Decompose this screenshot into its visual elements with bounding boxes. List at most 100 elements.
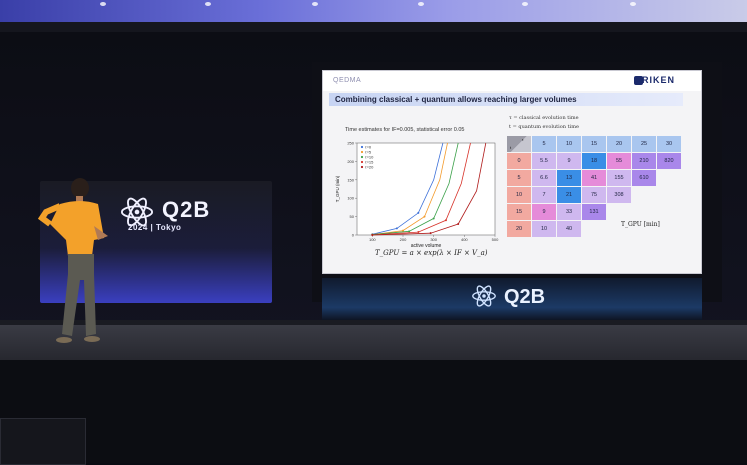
legend-label: τ=20 (365, 165, 374, 170)
data-point (371, 234, 374, 236)
y-axis-label: T_GPU (min) (335, 175, 340, 202)
legend-marker (360, 160, 364, 164)
riken-logo-icon (634, 76, 643, 85)
y-tick-label: 150 (347, 177, 354, 182)
grid-cell: 610 (632, 170, 656, 186)
legend-label: τ=15 (365, 160, 374, 165)
stage-monitor (0, 418, 86, 465)
presentation-slide: QEDMA RIKEN Combining classical + quantu… (322, 70, 702, 274)
grid-cell: 33 (557, 204, 581, 220)
grid-row-header: 10 (507, 187, 531, 203)
grid-cell: 9 (557, 153, 581, 169)
slide-title: Combining classical + quantum allows rea… (335, 95, 577, 104)
ceiling-spotlight (522, 2, 528, 6)
speaker (37, 178, 108, 343)
grid-column-header: 10 (557, 136, 581, 152)
legend-label: τ=5 (365, 150, 372, 155)
ceiling-spotlight (630, 2, 636, 6)
data-point (417, 231, 420, 234)
legend-marker (360, 165, 364, 169)
grid-cell: 5.5 (532, 153, 556, 169)
data-point (444, 219, 447, 222)
ceiling-spotlight (100, 2, 106, 6)
data-point (423, 215, 426, 218)
x-tick-label: 300 (430, 237, 437, 242)
slide-title-bar: Combining classical + quantum allows rea… (329, 93, 683, 106)
grid-cell: 75 (582, 187, 606, 203)
grid-corner-t: t (510, 145, 512, 150)
stage-front (0, 360, 747, 463)
y-tick-label: 50 (350, 214, 355, 219)
y-tick-label: 250 (347, 141, 354, 146)
plot-area (356, 142, 496, 236)
qedma-logo: QEDMA (333, 77, 362, 84)
x-tick-label: 400 (461, 237, 468, 242)
grid-cell: 41 (582, 170, 606, 186)
plot-caption: Time estimates for IF=0.005, statistical… (345, 127, 465, 133)
event-subtitle: 2024 | Tokyo (128, 223, 182, 232)
grid-cell: 55 (607, 153, 631, 169)
grid-cell: 9 (532, 204, 556, 220)
grid-cell: 131 (582, 204, 606, 220)
grid-row-header: 15 (507, 204, 531, 220)
gpu-time-formula: T_GPU = a × exp(λ × IF × V_a) (375, 249, 488, 257)
y-tick-label: 100 (347, 196, 354, 201)
y-tick-label: 200 (347, 159, 354, 164)
ceiling-lighting (0, 0, 747, 22)
data-point (457, 222, 460, 225)
grid-row-header: 0 (507, 153, 531, 169)
grid-cell: 40 (557, 221, 581, 237)
grid-cell: 155 (607, 170, 631, 186)
grid-corner-tau: τ (522, 137, 524, 142)
data-point (402, 229, 404, 232)
grid-column-header: 20 (607, 136, 631, 152)
ceiling-spotlight (205, 2, 211, 6)
grid-row-header: 5 (507, 170, 531, 186)
brand-name: Q2B (504, 286, 546, 308)
grid-cell: 820 (657, 153, 681, 169)
data-point (429, 232, 432, 235)
ceiling-spotlight (312, 2, 318, 6)
y-tick-label: 0 (352, 233, 355, 238)
grid-unit-label: T_GPU [min] (621, 221, 660, 228)
legend-label: τ=10 (365, 155, 374, 160)
x-axis-label: active volume (411, 243, 442, 249)
slide-header: QEDMA RIKEN (323, 71, 701, 91)
q2b-sign-bottom: Q2B (322, 278, 702, 320)
t-definition: t = quantum evolution time (509, 124, 579, 130)
legend-marker (360, 145, 364, 149)
data-point (417, 211, 420, 214)
stage-floor (0, 325, 747, 365)
atom-logo-icon (472, 285, 496, 307)
x-tick-label: 100 (369, 237, 376, 242)
grid-cell: 308 (607, 187, 631, 203)
ceiling-spotlight (418, 2, 424, 6)
legend-marker (360, 150, 364, 154)
x-tick-label: 200 (400, 237, 407, 242)
atom-logo-icon (120, 197, 154, 227)
data-point (395, 227, 398, 230)
grid-cell: 10 (532, 221, 556, 237)
riken-logo: RIKEN (641, 75, 675, 85)
grid-cell: 13 (557, 170, 581, 186)
grid-column-header: 15 (582, 136, 606, 152)
grid-cell: 6.6 (532, 170, 556, 186)
brand-name: Q2B (162, 197, 211, 222)
grid-column-header: 30 (657, 136, 681, 152)
data-point (408, 230, 411, 233)
tau-definition: τ = classical evolution time (509, 115, 579, 121)
lighting-truss (0, 22, 747, 32)
grid-cell: 7 (532, 187, 556, 203)
gpu-time-chart: 0 50 100 150 200 250 100 200 300 400 500 active vol… (335, 141, 499, 250)
grid-column-header: 25 (632, 136, 656, 152)
grid-row-header: 20 (507, 221, 531, 237)
grid-column-header: 5 (532, 136, 556, 152)
grid-cell: 21 (557, 187, 581, 203)
legend-label: τ=0 (365, 145, 372, 150)
grid-cell: 18 (582, 153, 606, 169)
data-point (432, 217, 435, 220)
grid-cell: 210 (632, 153, 656, 169)
legend-marker (360, 155, 364, 159)
x-tick-label: 500 (492, 237, 499, 242)
